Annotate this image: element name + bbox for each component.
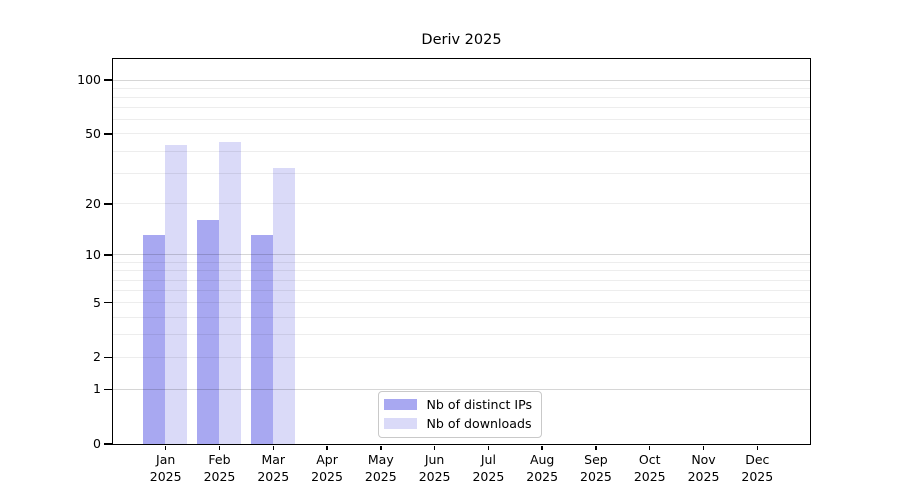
x-tick-mark xyxy=(164,445,167,450)
chart-title: Deriv 2025 xyxy=(421,32,502,48)
x-tick-label: May 2025 xyxy=(349,452,413,485)
x-tick-month: Nov xyxy=(691,452,716,467)
x-tick-month: Feb xyxy=(208,452,231,467)
gridline-minor xyxy=(112,302,810,304)
x-tick-year: 2025 xyxy=(741,468,774,484)
x-tick-month: Dec xyxy=(745,452,770,467)
x-tick-month: Oct xyxy=(638,452,661,467)
gridline-major xyxy=(112,79,810,81)
x-tick-month: Sep xyxy=(584,452,608,467)
x-tick-year: 2025 xyxy=(526,468,559,484)
y-tick-mark xyxy=(103,133,112,135)
legend-swatch-distinct-ips xyxy=(383,399,417,410)
x-tick-label: Oct 2025 xyxy=(618,452,682,485)
x-tick-mark xyxy=(326,445,328,450)
x-tick-label: Dec 2025 xyxy=(725,452,789,485)
legend-item-downloads: Nb of downloads xyxy=(383,415,533,432)
x-tick-label: Mar 2025 xyxy=(241,452,305,485)
x-tick-month: Mar xyxy=(261,452,286,467)
x-tick-year: 2025 xyxy=(257,468,290,484)
y-tick-mark xyxy=(103,443,112,445)
bar-distinct-ips xyxy=(250,235,273,444)
gridline-minor xyxy=(112,97,810,98)
y-tick-mark xyxy=(103,301,112,304)
x-tick-mark xyxy=(648,445,651,450)
x-tick-label: Jun 2025 xyxy=(403,452,467,485)
x-tick-label: Jul 2025 xyxy=(456,452,520,485)
x-tick-month: Jan xyxy=(156,452,176,467)
x-tick-mark xyxy=(218,445,221,450)
gridline-minor xyxy=(112,279,810,281)
gridline-minor xyxy=(112,356,810,358)
x-tick-label: Nov 2025 xyxy=(672,452,736,485)
x-tick-year: 2025 xyxy=(149,468,182,484)
x-tick-mark xyxy=(272,445,274,450)
gridline-minor xyxy=(112,172,810,174)
x-tick-mark xyxy=(595,445,597,450)
x-tick-mark xyxy=(702,445,705,450)
x-tick-year: 2025 xyxy=(633,468,666,484)
legend-item-distinct-ips: Nb of distinct IPs xyxy=(383,396,533,413)
gridline-minor xyxy=(112,334,810,336)
x-tick-year: 2025 xyxy=(203,468,236,484)
x-tick-label: Jan 2025 xyxy=(134,452,198,485)
x-tick-mark xyxy=(380,445,382,450)
y-tick-label: 1 xyxy=(93,381,101,397)
x-tick-mark xyxy=(433,445,436,450)
y-tick-mark xyxy=(103,203,112,205)
x-tick-year: 2025 xyxy=(418,468,451,484)
x-tick-month: Apr xyxy=(316,452,338,467)
y-tick-label: 0 xyxy=(93,436,101,451)
x-tick-year: 2025 xyxy=(472,468,505,484)
y-tick-label: 100 xyxy=(77,72,101,88)
x-tick-month: May xyxy=(367,452,394,467)
x-tick-month: Jun xyxy=(424,452,445,467)
x-tick-label: Aug 2025 xyxy=(510,452,574,485)
x-tick-year: 2025 xyxy=(687,468,720,484)
y-tick-label: 20 xyxy=(85,195,101,211)
bar-distinct-ips xyxy=(143,235,166,444)
gridline-major xyxy=(112,388,810,390)
bar-downloads xyxy=(165,145,188,444)
x-tick-year: 2025 xyxy=(364,468,397,484)
x-tick-label: Sep 2025 xyxy=(564,452,628,485)
gridline-minor xyxy=(112,261,810,263)
legend-label-distinct-ips: Nb of distinct IPs xyxy=(426,396,533,412)
gridline-minor xyxy=(112,119,810,121)
gridline-minor xyxy=(112,133,810,135)
x-tick-mark xyxy=(487,445,490,450)
bar-distinct-ips xyxy=(196,220,219,444)
y-tick-mark xyxy=(103,254,112,256)
legend: Nb of distinct IPs Nb of downloads xyxy=(377,390,543,438)
y-tick-label: 10 xyxy=(85,246,101,262)
x-tick-year: 2025 xyxy=(311,468,343,484)
y-tick-label: 2 xyxy=(93,349,101,365)
x-tick-label: Feb 2025 xyxy=(187,452,251,485)
gridline-minor xyxy=(112,290,810,292)
x-tick-mark xyxy=(756,445,759,450)
gridline-minor xyxy=(112,270,810,272)
x-tick-mark xyxy=(541,445,543,450)
plot-area: Nb of distinct IPs Nb of downloads xyxy=(111,57,811,445)
gridline-major xyxy=(112,254,810,256)
legend-swatch-downloads xyxy=(383,418,417,429)
x-tick-month: Aug xyxy=(529,452,555,467)
x-tick-month: Jul xyxy=(480,452,496,467)
gridline-minor xyxy=(112,87,810,89)
bar-downloads xyxy=(272,167,295,444)
gridline-minor xyxy=(112,316,810,318)
x-tick-label: Apr 2025 xyxy=(295,452,359,485)
y-tick-label: 50 xyxy=(85,125,101,141)
gridline-minor xyxy=(112,150,810,152)
y-tick-mark xyxy=(103,388,112,391)
y-tick-mark xyxy=(103,79,112,81)
gridline-minor xyxy=(112,203,810,205)
y-tick-mark xyxy=(103,356,112,359)
x-tick-year: 2025 xyxy=(580,468,612,484)
y-tick-label: 5 xyxy=(93,294,101,310)
gridline-minor xyxy=(112,107,810,109)
legend-label-downloads: Nb of downloads xyxy=(426,415,532,431)
bar-downloads xyxy=(218,141,241,444)
